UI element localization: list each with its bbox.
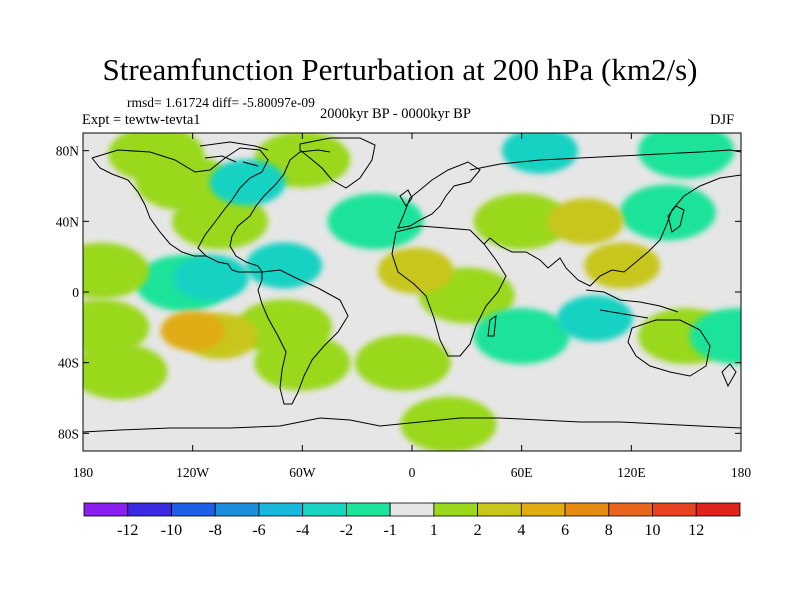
coast-madagascar xyxy=(487,314,497,337)
colorbar-swatch xyxy=(652,502,697,517)
colorbar-swatch xyxy=(171,502,216,517)
field-contour xyxy=(108,133,205,183)
field-contour xyxy=(584,242,661,289)
colorbar-swatch xyxy=(258,502,304,517)
stats-label: rmsd= 1.61724 diff= -5.80097e-09 xyxy=(127,95,315,110)
field-contour xyxy=(160,310,225,351)
field-contour xyxy=(172,254,249,301)
colorbar-label: 4 xyxy=(517,522,525,539)
field-contour xyxy=(547,198,624,245)
y-tick-label: 40S xyxy=(58,356,79,371)
coast-antarctica xyxy=(83,417,741,433)
field-contour xyxy=(556,295,633,342)
field-contour xyxy=(209,159,286,206)
coast-south-america xyxy=(257,269,349,405)
coast-indonesia xyxy=(585,289,679,319)
colorbar-label: -8 xyxy=(209,522,222,539)
field-contour xyxy=(473,193,570,250)
colorbar-swatch xyxy=(695,502,741,517)
colorbar-label: -6 xyxy=(252,522,265,539)
x-tick-label: 0 xyxy=(409,465,416,480)
colorbar-swatch xyxy=(564,502,610,517)
coast-australia xyxy=(627,319,711,377)
colorbar-label: 10 xyxy=(645,522,661,539)
coast-europe xyxy=(397,161,481,229)
colorbar-swatch xyxy=(345,502,391,517)
field-contour xyxy=(619,184,716,241)
coast-japan xyxy=(667,205,685,233)
colorbar-label: 8 xyxy=(605,522,613,539)
colorbar-swatch xyxy=(302,502,347,517)
colorbar-label: 12 xyxy=(688,522,704,539)
coast-asia xyxy=(469,149,741,287)
field-contour xyxy=(254,334,351,391)
colorbar-swatch xyxy=(477,502,522,517)
colorbar-label: -12 xyxy=(117,522,138,539)
colorbar-label: 6 xyxy=(561,522,569,539)
y-tick-label: 80N xyxy=(56,144,80,159)
colorbar-swatch xyxy=(608,502,653,517)
y-tick-label: 0 xyxy=(72,285,79,300)
field-layer xyxy=(83,133,741,451)
coast-arctic-islands xyxy=(199,141,269,167)
field-contour xyxy=(246,242,323,289)
field-contour xyxy=(377,247,454,294)
chart-title: Streamfunction Perturbation at 200 hPa (… xyxy=(102,52,698,87)
colorbar-swatch xyxy=(520,502,566,517)
colorbar-swatch xyxy=(83,502,129,517)
y-axis: 80N 40N 0 40S 80S xyxy=(56,144,741,441)
colorbar-swatch xyxy=(433,502,479,517)
x-axis: 180 120W 60W 0 60E 120E 180 xyxy=(73,133,752,480)
field-contour xyxy=(83,343,168,400)
coast-africa xyxy=(391,225,507,357)
y-tick-label: 80S xyxy=(58,426,79,441)
y-tick-label: 40N xyxy=(56,214,80,229)
field-contour xyxy=(638,133,735,179)
x-tick-label: 60E xyxy=(511,465,533,480)
colorbar-swatch xyxy=(214,502,260,517)
field-contour xyxy=(354,334,451,391)
x-tick-label: 180 xyxy=(73,465,94,480)
colorbar-swatch xyxy=(389,502,435,517)
colorbar: -12 -10 -8 -6 -4 -2 -1 1 2 4 6 8 10 12 xyxy=(83,502,741,539)
coastlines xyxy=(83,137,741,433)
colorbar-label: 2 xyxy=(474,522,482,539)
colorbar-label: -1 xyxy=(383,522,396,539)
field-contour xyxy=(501,133,578,174)
season-label: DJF xyxy=(710,112,735,128)
field-contour xyxy=(327,193,424,250)
field-contour xyxy=(83,299,150,356)
x-tick-label: 120E xyxy=(617,465,646,480)
coast-new-zealand xyxy=(721,363,737,388)
field-contour xyxy=(400,396,497,451)
coast-north-america-west xyxy=(91,157,206,257)
experiment-label: Expt = tewtw-tevta1 xyxy=(82,112,201,128)
colorbar-label: -10 xyxy=(161,522,182,539)
x-tick-label: 180 xyxy=(731,465,752,480)
coast-greenland xyxy=(299,137,376,189)
period-label: 2000kyr BP - 0000kyr BP xyxy=(320,106,471,122)
field-contour xyxy=(473,308,570,365)
x-tick-label: 120W xyxy=(176,465,209,480)
colorbar-swatch xyxy=(127,502,172,517)
field-contour xyxy=(172,193,269,250)
x-tick-label: 60W xyxy=(289,465,316,480)
colorbar-label: 1 xyxy=(430,522,438,539)
coast-north-america xyxy=(91,147,331,273)
field-contour xyxy=(83,242,150,299)
coast-uk xyxy=(399,189,413,207)
colorbar-label: -2 xyxy=(340,522,353,539)
colorbar-label: -4 xyxy=(296,522,309,539)
field-contour xyxy=(689,308,741,365)
